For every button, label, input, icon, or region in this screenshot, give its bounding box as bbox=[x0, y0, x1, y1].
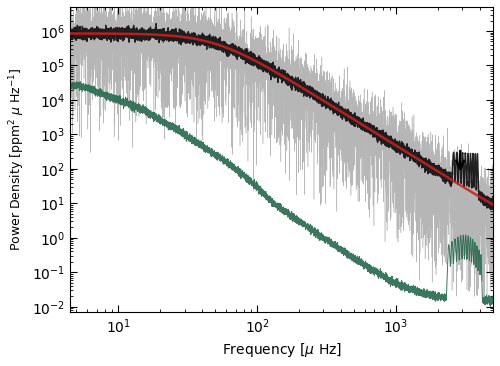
Y-axis label: Power Density [ppm$^2$ $\mu$ Hz$^{-1}$]: Power Density [ppm$^2$ $\mu$ Hz$^{-1}$] bbox=[7, 68, 26, 251]
X-axis label: Frequency [$\mu$ Hz]: Frequency [$\mu$ Hz] bbox=[222, 341, 342, 359]
